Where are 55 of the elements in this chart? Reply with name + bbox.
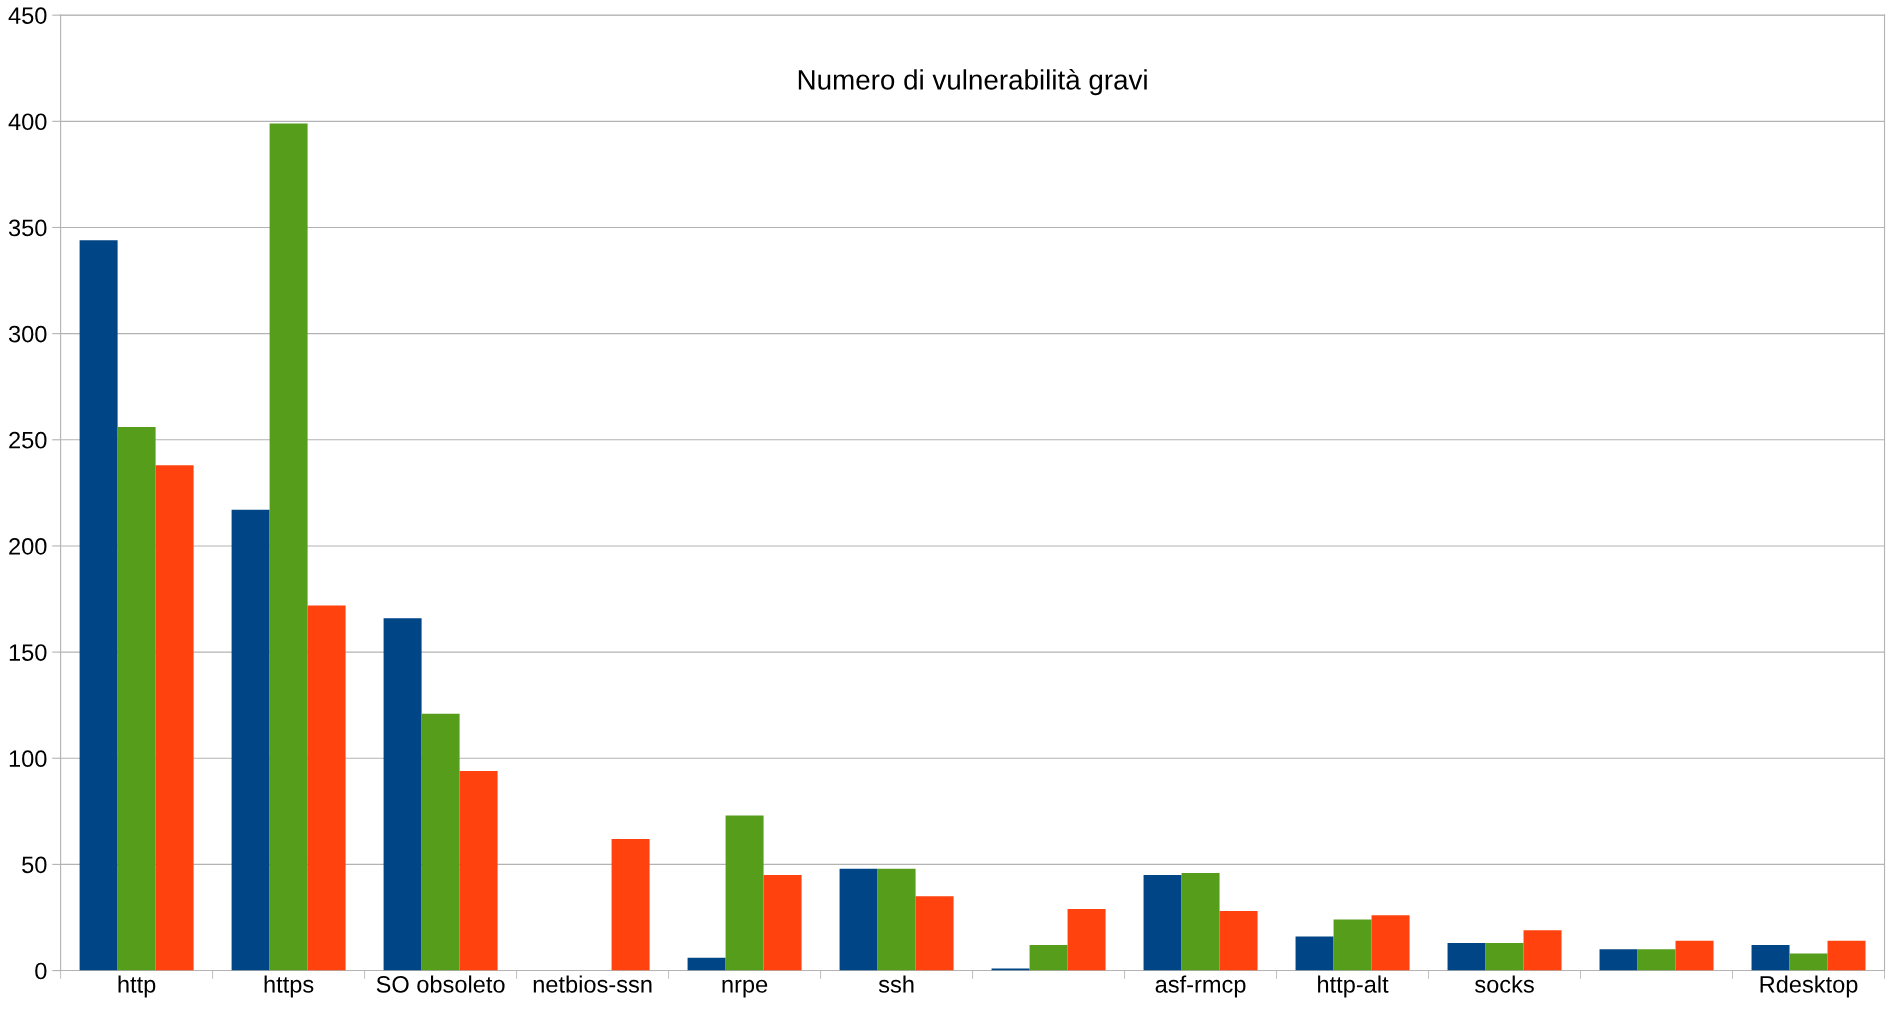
bar [1143, 875, 1182, 971]
bar [1599, 949, 1638, 971]
y-tick-label: 300 [8, 325, 47, 343]
bar [1523, 930, 1562, 971]
y-tick-label: 400 [8, 113, 47, 131]
bar [839, 868, 878, 971]
bar [231, 509, 270, 971]
x-tick-label: asf-rmcp [1155, 975, 1246, 998]
bar [687, 957, 726, 971]
y-tick-label: 50 [22, 856, 47, 874]
bar [459, 770, 498, 971]
bar [763, 875, 802, 971]
bar [1181, 872, 1220, 971]
bar [915, 896, 954, 971]
bar [877, 868, 916, 971]
bar [1447, 942, 1486, 971]
y-tick-label: 250 [9, 431, 47, 449]
bar [1675, 940, 1714, 971]
bar [79, 240, 118, 971]
bar [383, 618, 422, 971]
x-tick-label: netbios-ssn [533, 975, 652, 993]
bar [1295, 936, 1334, 971]
bar [1219, 911, 1258, 971]
x-tick-label: socks [1475, 975, 1534, 993]
bar [1789, 953, 1828, 971]
x-tick-label: SO obsoleto [376, 975, 505, 993]
text: Numero di vulnerabilità gravi [798, 68, 1147, 96]
bar [421, 713, 460, 971]
y-tick-label: 200 [9, 538, 47, 555]
y-tick-label: 0 [35, 962, 47, 980]
x-tick-label: http [118, 975, 156, 998]
bar [269, 123, 308, 971]
bar [155, 465, 194, 971]
x-tick-label: http-alt [1318, 975, 1389, 998]
y-tick-label: 150 [9, 644, 47, 661]
y-tick-label: 350 [8, 219, 47, 237]
bar [1637, 949, 1676, 971]
bar [725, 815, 764, 971]
x-tick-label: nrpe [722, 979, 768, 998]
x-tick-label: Rdesktop [1760, 975, 1858, 998]
bar [1029, 945, 1068, 971]
y-tick-label: 100 [9, 750, 47, 768]
x-tick-label: ssh [878, 975, 914, 993]
bar [307, 605, 346, 971]
bar [1485, 942, 1524, 971]
bar [1751, 945, 1790, 971]
bar [117, 427, 156, 971]
bar [1333, 919, 1372, 971]
bar [1827, 940, 1866, 971]
bar [991, 968, 1030, 971]
x-tick-label: https [264, 975, 314, 998]
y-tick-label: 450 [8, 7, 47, 24]
bar [1371, 915, 1410, 971]
bar [1067, 908, 1106, 971]
bar [611, 838, 650, 971]
